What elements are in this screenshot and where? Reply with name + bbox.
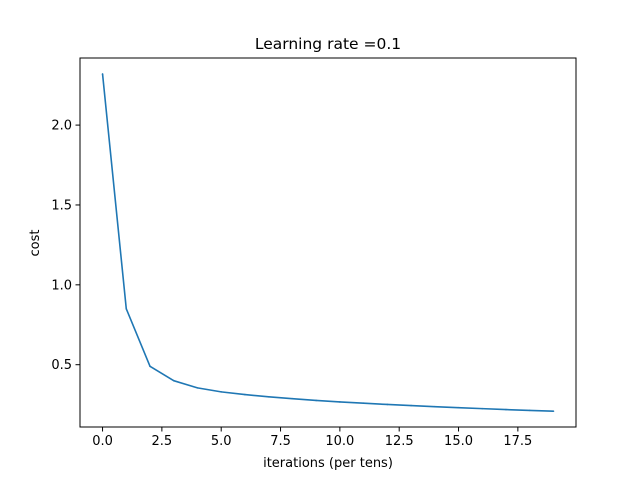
- data-point: [528, 409, 531, 412]
- x-tick-label: 0.0: [92, 434, 113, 449]
- y-tick-label: 2.0: [51, 119, 72, 134]
- series-line: [101, 73, 554, 412]
- data-point: [220, 391, 223, 393]
- data-point: [457, 406, 460, 409]
- x-tick-label: 15.0: [444, 434, 473, 449]
- data-point: [125, 307, 128, 310]
- data-point: [362, 402, 365, 404]
- data-point: [481, 407, 484, 410]
- data-point: [149, 365, 151, 368]
- data-point: [172, 379, 175, 382]
- chart-title: Learning rate =0.1: [255, 35, 401, 53]
- data-point: [410, 404, 412, 407]
- x-tick-label: 17.5: [503, 434, 532, 449]
- data-point: [291, 397, 294, 400]
- x-axis: 0.0 2.5 5.0 7.5 10.0 12.5 15.0 17.5: [92, 427, 532, 449]
- data-point: [101, 73, 104, 75]
- y-axis-label: cost: [28, 230, 43, 257]
- x-tick-label: 5.0: [211, 434, 232, 449]
- y-axis: 0.5 1.0 1.5 2.0: [51, 119, 80, 373]
- data-point: [433, 405, 436, 408]
- x-tick-label: 7.5: [270, 434, 291, 449]
- x-tick-label: 10.0: [325, 434, 354, 449]
- x-tick-label: 12.5: [385, 434, 414, 449]
- y-tick-label: 1.0: [51, 278, 72, 293]
- series-group: [101, 73, 555, 412]
- data-point: [196, 387, 199, 389]
- y-tick-label: 0.5: [51, 358, 72, 373]
- data-point: [315, 399, 317, 402]
- data-point: [244, 393, 246, 396]
- plot-area: [79, 57, 577, 428]
- y-tick-label: 1.5: [51, 198, 72, 213]
- plot-frame: [79, 57, 577, 428]
- data-point: [386, 403, 389, 406]
- x-axis-label: iterations (per tens): [263, 456, 393, 471]
- data-point: [552, 410, 555, 412]
- data-point: [339, 401, 341, 403]
- x-tick-label: 2.5: [152, 434, 173, 449]
- data-point: [267, 396, 270, 398]
- data-point: [505, 408, 507, 411]
